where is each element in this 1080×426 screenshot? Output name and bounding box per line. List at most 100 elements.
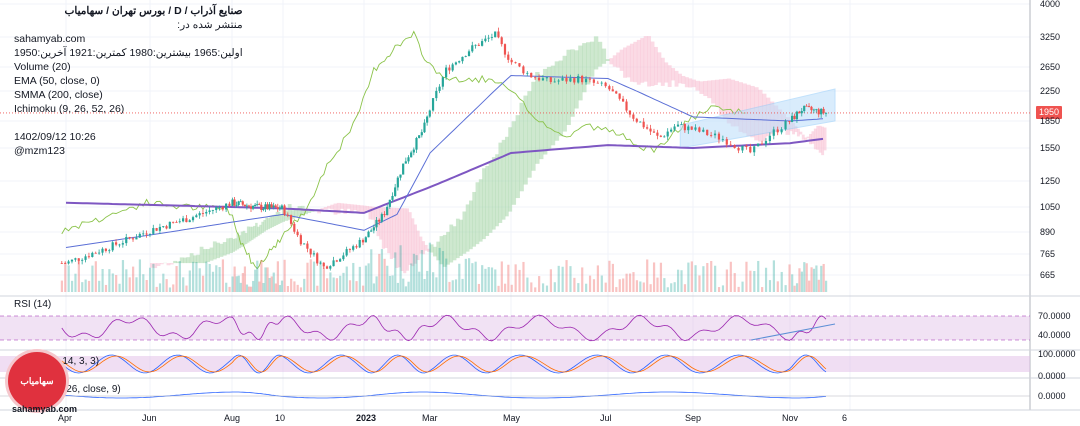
volume-bar	[316, 285, 319, 292]
cloud-segment	[501, 139, 506, 220]
candle-body	[399, 174, 402, 178]
candle-body	[135, 237, 138, 240]
candle-body	[358, 239, 361, 248]
candle-body	[155, 228, 158, 231]
candle-body	[118, 244, 121, 246]
candle-body	[592, 79, 595, 83]
candle-body	[577, 75, 580, 83]
indicator-ema[interactable]: EMA (50, close, 0)	[14, 75, 100, 87]
stoch-band	[0, 356, 1030, 372]
cloud-segment	[371, 206, 375, 220]
cloud-segment	[240, 231, 244, 247]
volume-bar	[237, 275, 240, 292]
candle-body	[322, 262, 325, 267]
indicator-smma[interactable]: SMMA (200, close)	[14, 89, 103, 101]
cloud-segment	[478, 179, 483, 242]
volume-bar	[415, 255, 418, 292]
cloud-segment	[442, 234, 447, 267]
volume-bar	[522, 261, 525, 292]
candle-body	[218, 207, 221, 208]
candle-body	[306, 243, 309, 249]
volume-bar	[474, 261, 477, 292]
volume-bar	[115, 275, 118, 292]
candle-body	[500, 37, 503, 45]
candle-body	[412, 149, 415, 153]
cloud-segment	[186, 257, 191, 264]
candle-body	[60, 263, 63, 264]
ohlc-readout: اولین:1965 بیشترین:1980 کمترین:1921 آخری…	[14, 47, 243, 59]
cloud-segment	[269, 216, 273, 229]
candle-body	[690, 126, 693, 130]
candle-body	[426, 116, 429, 123]
volume-bar	[646, 259, 649, 292]
volume-bar	[815, 265, 818, 292]
volume-bar	[438, 247, 441, 292]
volume-bar	[132, 266, 135, 292]
volume-bar	[299, 287, 303, 292]
volume-bar	[649, 284, 652, 292]
volume-bar	[303, 278, 306, 292]
candle-body	[649, 128, 652, 132]
cloud-segment	[222, 242, 227, 256]
candle-body	[378, 219, 381, 222]
candle-body	[458, 61, 461, 63]
cloud-segment	[629, 43, 634, 82]
volume-bar	[278, 285, 282, 292]
candle-body	[565, 78, 568, 82]
cloud-segment	[219, 243, 224, 257]
volume-bar	[358, 266, 361, 292]
candle-body	[666, 131, 669, 137]
cloud-segment	[229, 237, 233, 254]
volume-bar	[241, 273, 244, 292]
candle-body	[757, 143, 760, 147]
cloud-segment	[291, 210, 295, 219]
cloud-segment	[636, 39, 641, 85]
indicator-ichimoku[interactable]: Ichimoku (9, 26, 52, 26)	[14, 103, 125, 115]
price-tick-label: 1250	[1040, 176, 1061, 186]
volume-bar	[573, 277, 576, 292]
cloud-segment	[281, 208, 286, 222]
volume-bar	[784, 285, 787, 292]
cloud-segment	[550, 65, 556, 146]
volume-bar	[549, 269, 552, 292]
volume-bar	[471, 263, 474, 292]
cloud-segment	[169, 263, 174, 265]
cloud-segment	[244, 233, 248, 245]
candle-body	[243, 204, 246, 207]
candle-body	[235, 205, 238, 206]
volume-bar	[741, 281, 744, 292]
volume-bar	[221, 259, 225, 292]
macd-label[interactable]: MACD (12, 26, close, 9)	[14, 384, 121, 395]
volume-bar	[706, 263, 709, 292]
volume-bar	[332, 277, 335, 292]
candle-body	[402, 163, 405, 175]
candle-body	[753, 146, 756, 153]
price-candles	[60, 27, 828, 271]
candle-body	[247, 205, 251, 207]
volume-bar	[286, 286, 289, 292]
cloud-segment	[643, 36, 648, 82]
cloud-segment	[368, 206, 372, 220]
cloud-segment	[436, 241, 441, 261]
candle-body	[237, 201, 240, 206]
indicator-volume[interactable]: Volume (20)	[14, 61, 71, 73]
volume-bar	[290, 278, 293, 292]
volume-bar	[293, 281, 296, 292]
candle-body	[325, 266, 329, 269]
candle-body	[741, 145, 744, 151]
site-link[interactable]: sahamyab.com	[14, 33, 86, 45]
cloud-segment	[392, 207, 396, 258]
rsi-label[interactable]: RSI (14)	[14, 299, 52, 310]
volume-bar	[825, 280, 828, 292]
price-tick-label: 3250	[1040, 32, 1061, 42]
price-tick-label: 765	[1040, 249, 1056, 259]
volume-bar	[272, 272, 275, 292]
volume-bar	[733, 273, 736, 292]
candle-body	[461, 56, 464, 62]
volume-bar	[749, 270, 752, 292]
volume-bar	[753, 271, 756, 292]
candle-body	[172, 221, 175, 223]
cloud-segment	[488, 161, 493, 233]
candle-body	[817, 109, 820, 115]
cloud-segment	[416, 230, 420, 261]
